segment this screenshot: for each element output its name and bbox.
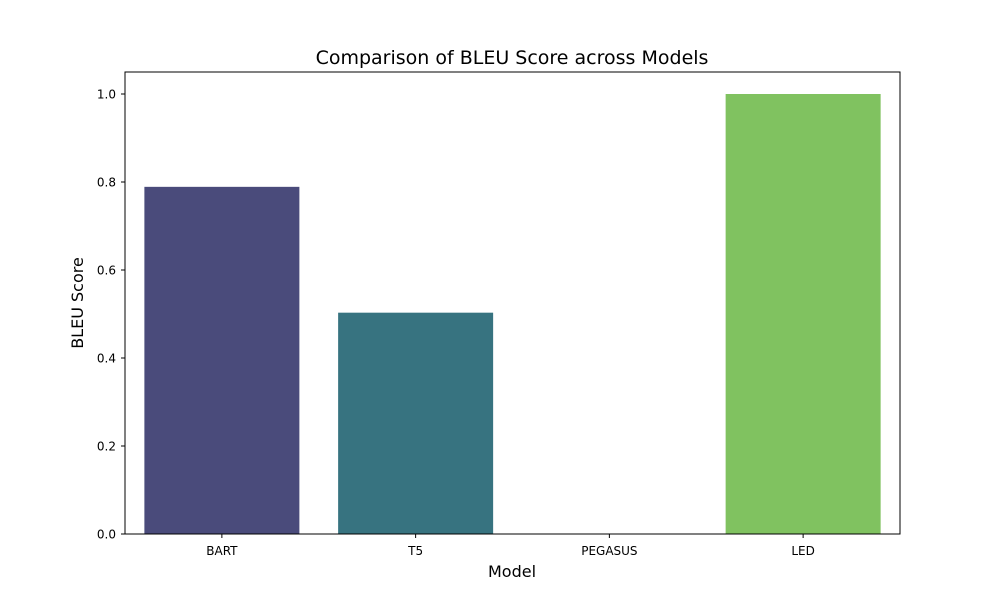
y-tick-label: 0.0 [97, 528, 116, 542]
x-tick-label: BART [206, 544, 238, 558]
x-axis-title: Model [488, 562, 536, 581]
y-axis-title: BLEU Score [68, 257, 87, 349]
chart-title: Comparison of BLEU Score across Models [316, 47, 709, 69]
bar-bart [144, 186, 300, 534]
bar-led [725, 94, 881, 534]
y-tick-label: 0.8 [97, 176, 116, 190]
bar-t5 [338, 312, 494, 534]
x-axis: BART T5 PEGASUS LED [206, 534, 815, 558]
y-axis: 0.0 0.2 0.4 0.6 0.8 1.0 [97, 88, 125, 542]
plot-frame [124, 71, 901, 535]
y-tick-label: 0.6 [97, 264, 116, 278]
bars-layer [144, 94, 881, 534]
y-tick-label: 0.2 [97, 440, 116, 454]
x-tick-label: LED [791, 544, 815, 558]
y-tick-label: 0.4 [97, 352, 116, 366]
y-tick-label: 1.0 [97, 88, 116, 102]
x-tick-label: PEGASUS [581, 544, 637, 558]
x-tick-label: T5 [407, 544, 423, 558]
